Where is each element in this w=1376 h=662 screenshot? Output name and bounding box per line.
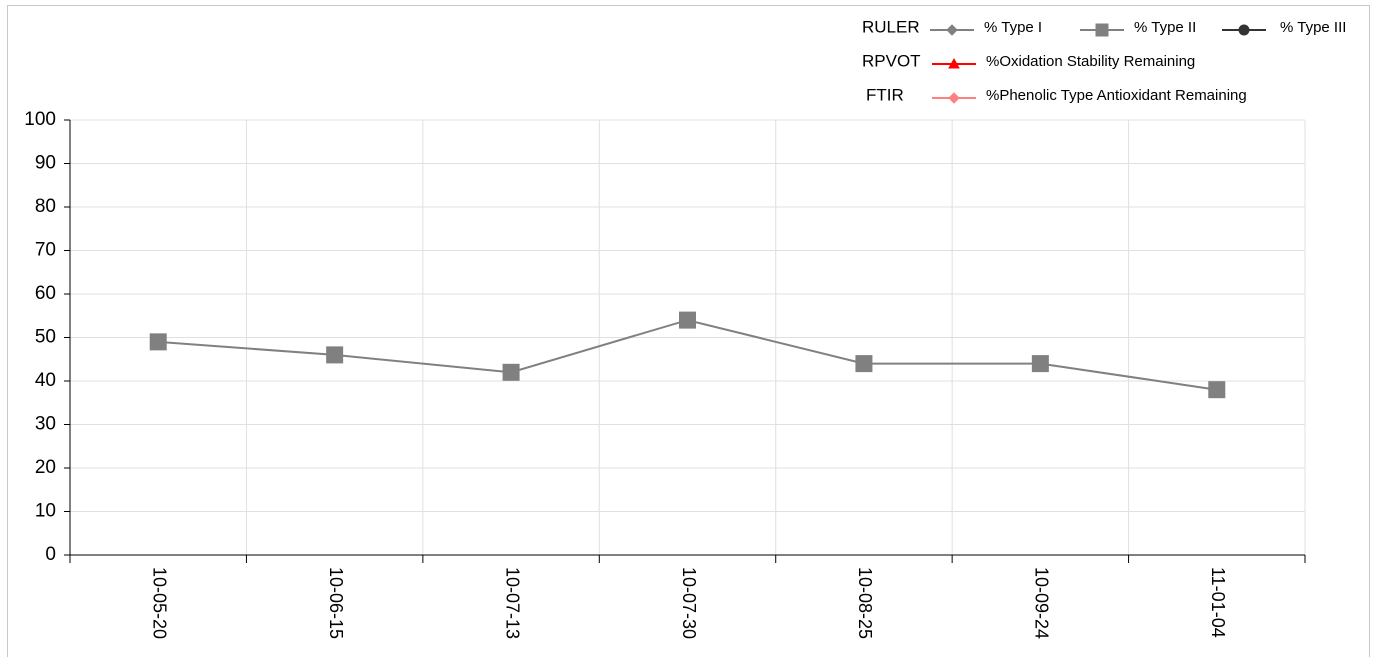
marker (1095, 23, 1109, 37)
y-tick-label: 20 (35, 457, 56, 478)
legend-label: % Type I (984, 19, 1042, 36)
marker (679, 311, 696, 329)
marker (326, 346, 344, 364)
y-tick-label: 40 (35, 370, 56, 391)
legend-label: % Type III (1280, 19, 1346, 36)
y-tick-label: 50 (35, 327, 56, 348)
y-tick-label: 30 (35, 414, 56, 435)
marker (946, 24, 958, 36)
marker (948, 92, 960, 104)
legend-group-label: RPVOT (862, 51, 921, 70)
y-tick-label: 70 (35, 240, 56, 261)
marker (948, 57, 960, 69)
y-tick-label: 0 (45, 544, 56, 565)
y-tick-label: 80 (35, 196, 56, 217)
chart-frame (7, 5, 1370, 662)
marker (1238, 24, 1250, 36)
x-tick-label: 10-07-13 (502, 567, 522, 639)
x-tick-label: 10-07-30 (679, 567, 699, 639)
x-tick-label: 10-09-24 (1032, 567, 1052, 639)
legend-group-label: FTIR (866, 85, 904, 104)
x-tick-label: 10-08-25 (855, 567, 875, 639)
y-tick-label: 60 (35, 283, 56, 304)
marker (149, 333, 167, 351)
legend-label: %Phenolic Type Antioxidant Remaining (986, 87, 1247, 104)
marker (1031, 355, 1049, 373)
legend-group-label: RULER (862, 17, 920, 36)
x-tick-label: 11-01-04 (1208, 567, 1228, 638)
legend-label: % Type II (1134, 19, 1196, 36)
legend-label: %Oxidation Stability Remaining (986, 53, 1195, 70)
x-tick-label: 10-05-20 (149, 567, 169, 639)
marker (502, 363, 520, 381)
y-tick-label: 90 (35, 153, 56, 174)
marker (1208, 381, 1226, 399)
series-line (158, 319, 1217, 391)
y-tick-label: 100 (24, 109, 56, 130)
y-tick-label: 10 (35, 501, 56, 522)
marker (855, 355, 873, 373)
x-tick-label: 10-06-15 (326, 567, 346, 639)
